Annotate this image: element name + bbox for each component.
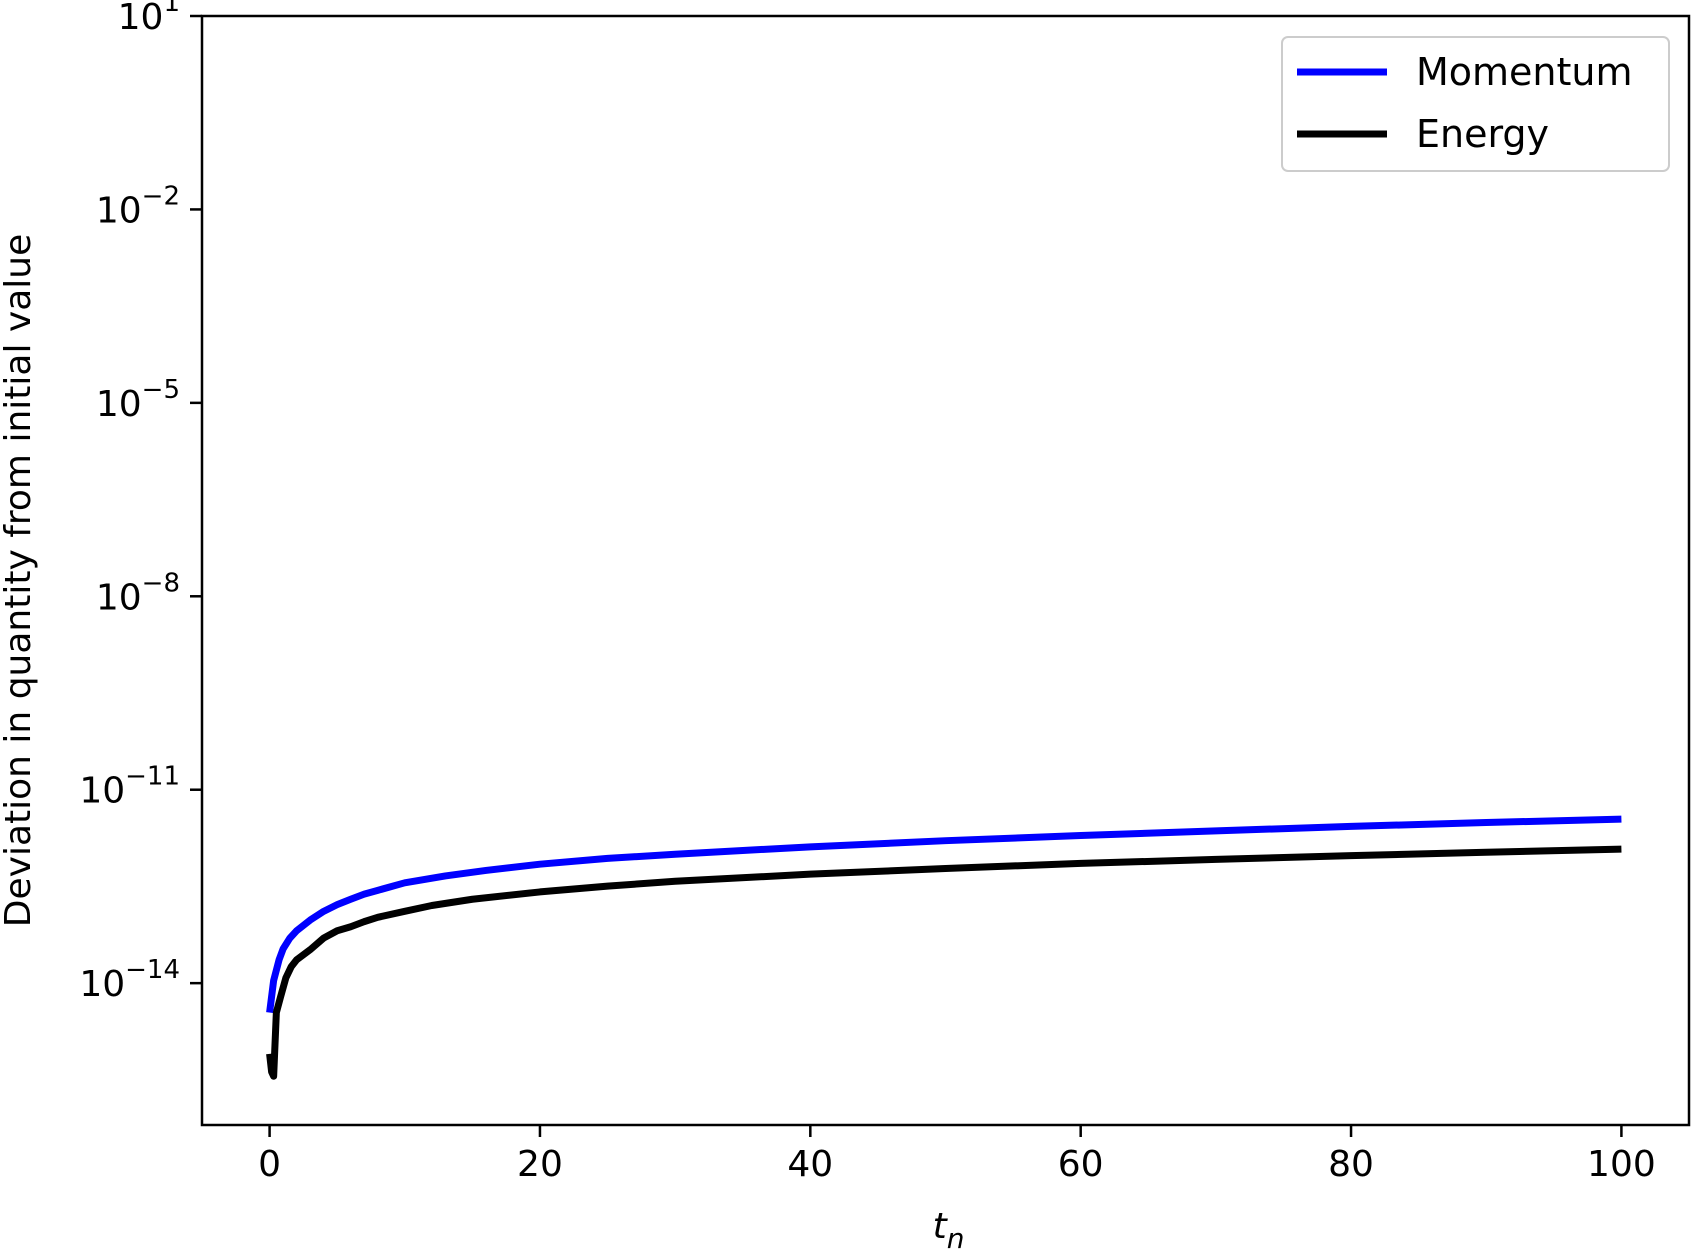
legend-label-momentum: Momentum [1416,50,1633,94]
legend-label-energy: Energy [1416,112,1549,156]
series-line-energy [266,845,1622,1080]
y-axis-label: Deviation in quantity from initial value [0,234,39,927]
series-layer [266,815,1622,1080]
x-tick-label: 20 [517,1144,563,1185]
x-tick-label: 60 [1058,1144,1104,1185]
y-tick-label: 10−8 [96,568,180,618]
x-axis-label: tn [933,1206,965,1253]
y-tick-label: 10−5 [96,375,180,425]
x-tick-label: 0 [258,1144,281,1185]
y-tick-label: 10−14 [79,955,180,1005]
legend: Momentum Energy [1281,36,1670,172]
y-tick-label: 10−2 [96,181,180,231]
plot-background [202,16,1689,1125]
x-tick-label: 80 [1328,1144,1374,1185]
y-tick-label: 10−11 [79,762,180,812]
plot-area [202,16,1689,1125]
y-tick-label: 101 [118,0,180,38]
axes-frame [200,14,1691,1127]
x-tick-label: 100 [1587,1144,1656,1185]
x-tick-label: 40 [787,1144,833,1185]
series-line-momentum [266,815,1622,1013]
